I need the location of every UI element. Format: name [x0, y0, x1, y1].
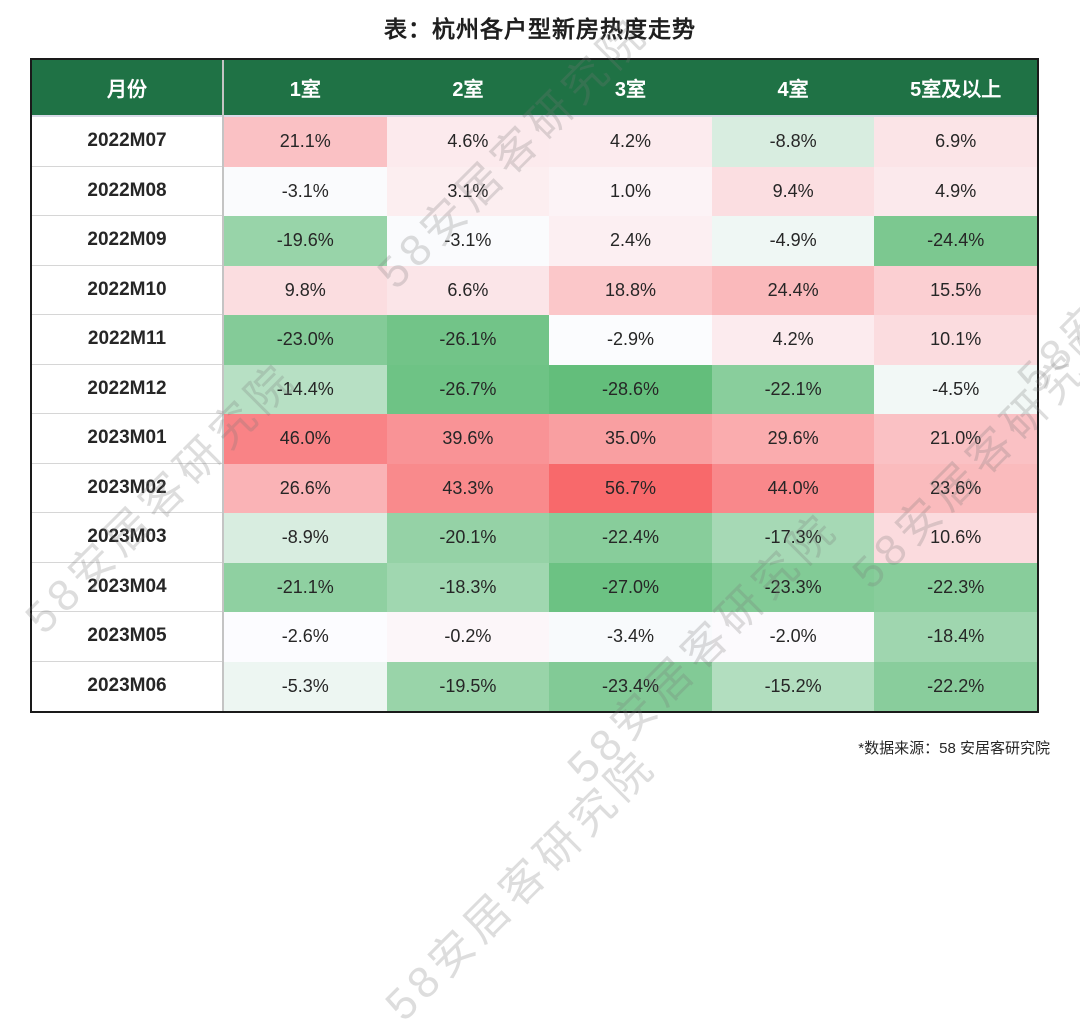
heatmap-cell: -23.0%: [224, 315, 387, 365]
heatmap-cell: 4.6%: [386, 117, 550, 167]
heatmap-cell: -20.1%: [386, 513, 550, 563]
column-header: 1室: [224, 60, 387, 117]
row-month-label: 2023M01: [32, 414, 222, 464]
page-title: 表：杭州各户型新房热度走势: [384, 16, 696, 42]
heatmap-cell: 18.8%: [549, 265, 712, 315]
column-divider: [222, 60, 224, 711]
heatmap-cell: 46.0%: [224, 414, 387, 464]
heatmap-cell: -0.2%: [386, 612, 550, 662]
heatmap-cell: -23.4%: [549, 661, 712, 711]
heatmap-cell: -5.3%: [224, 661, 387, 711]
heatmap-cell: -23.3%: [711, 562, 875, 612]
heatmap-cell: 10.6%: [874, 513, 1037, 563]
heatmap-cell: -2.9%: [549, 315, 712, 365]
heatmap-table: 月份 1室 2室 3室 4室 5室及以上 2022M07 21.1% 4.6% 4.2% -8.8%…: [30, 58, 1039, 713]
heatmap-cell: 39.6%: [386, 414, 550, 464]
heatmap-cell: 6.6%: [386, 265, 550, 315]
heatmap-cell: -27.0%: [549, 562, 712, 612]
heatmap-cell: -4.5%: [874, 364, 1037, 414]
heatmap-cell: -17.3%: [711, 513, 875, 563]
column-header: 5室及以上: [874, 60, 1037, 117]
heatmap-cell: -18.3%: [386, 562, 550, 612]
heatmap-cell: 21.0%: [874, 414, 1037, 464]
row-month-label: 2022M11: [32, 315, 222, 365]
heatmap-cell: 43.3%: [386, 463, 550, 513]
heatmap-cell: 56.7%: [549, 463, 712, 513]
heatmap-cell: -24.4%: [874, 216, 1037, 266]
heatmap-cell: 10.1%: [874, 315, 1037, 365]
row-month-label: 2022M10: [32, 265, 222, 315]
column-header: 3室: [549, 60, 712, 117]
heatmap-cell: 4.2%: [711, 315, 875, 365]
heatmap-cell: 35.0%: [549, 414, 712, 464]
row-month-label: 2023M04: [32, 562, 222, 612]
heatmap-cell: -15.2%: [711, 661, 875, 711]
row-month-label: 2023M03: [32, 513, 222, 563]
heatmap-cell: 4.9%: [874, 166, 1037, 216]
heatmap-cell: -2.6%: [224, 612, 387, 662]
row-month-label: 2022M07: [32, 117, 222, 167]
heatmap-cell: 44.0%: [711, 463, 875, 513]
heatmap-cell: -8.8%: [711, 117, 875, 167]
heatmap-cell: -18.4%: [874, 612, 1037, 662]
heatmap-cell: 1.0%: [549, 166, 712, 216]
heatmap-cell: -3.4%: [549, 612, 712, 662]
watermark-text: 58安居客研究院: [376, 740, 667, 1031]
column-header: 月份: [32, 60, 222, 117]
heatmap-cell: 2.4%: [549, 216, 712, 266]
heatmap-cell: -22.4%: [549, 513, 712, 563]
heatmap-cell: -26.1%: [386, 315, 550, 365]
data-source-note: *数据来源：58 安居客研究院: [858, 740, 1050, 757]
heatmap-cell: 24.4%: [711, 265, 875, 315]
heatmap-cell: 21.1%: [224, 117, 387, 167]
heatmap-cell: -26.7%: [386, 364, 550, 414]
heatmap-cell: -19.5%: [386, 661, 550, 711]
row-month-label: 2023M06: [32, 661, 222, 711]
column-header: 4室: [711, 60, 875, 117]
column-header: 2室: [386, 60, 550, 117]
heatmap-cell: 29.6%: [711, 414, 875, 464]
heatmap-cell: 3.1%: [386, 166, 550, 216]
heatmap-cell: -22.1%: [711, 364, 875, 414]
heatmap-cell: -14.4%: [224, 364, 387, 414]
heatmap-cell: -22.2%: [874, 661, 1037, 711]
heatmap-cell: -21.1%: [224, 562, 387, 612]
row-month-label: 2022M12: [32, 364, 222, 414]
heatmap-cell: 15.5%: [874, 265, 1037, 315]
heatmap-cell: -22.3%: [874, 562, 1037, 612]
row-month-label: 2022M09: [32, 216, 222, 266]
heatmap-cell: -3.1%: [386, 216, 550, 266]
heatmap-cell: -8.9%: [224, 513, 387, 563]
heatmap-cell: -19.6%: [224, 216, 387, 266]
row-month-label: 2022M08: [32, 166, 222, 216]
heatmap-cell: 4.2%: [549, 117, 712, 167]
heatmap-cell: -28.6%: [549, 364, 712, 414]
heatmap-cell: 26.6%: [224, 463, 387, 513]
heatmap-cell: 9.8%: [224, 265, 387, 315]
row-month-label: 2023M02: [32, 463, 222, 513]
heatmap-cell: -4.9%: [711, 216, 875, 266]
heatmap-cell: -3.1%: [224, 166, 387, 216]
heatmap-cell: 6.9%: [874, 117, 1037, 167]
row-month-label: 2023M05: [32, 612, 222, 662]
heatmap-cell: 9.4%: [711, 166, 875, 216]
heatmap-cell: -2.0%: [711, 612, 875, 662]
heatmap-cell: 23.6%: [874, 463, 1037, 513]
